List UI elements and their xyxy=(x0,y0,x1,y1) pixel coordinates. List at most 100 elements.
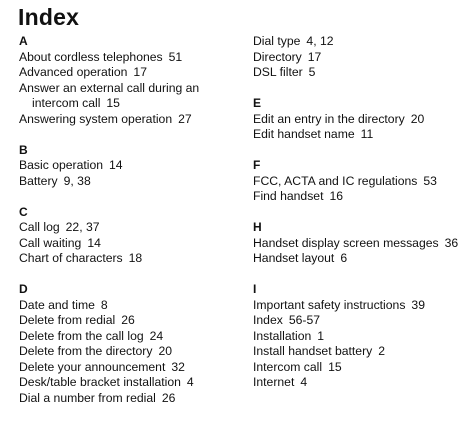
entry-pages: 17 xyxy=(307,49,322,64)
entry-pages: 24 xyxy=(149,328,164,343)
entry-term: Handset display screen messages xyxy=(253,235,439,250)
index-entry: Edit an entry in the directory 20 xyxy=(253,112,471,128)
index-section-b: B Basic operation 14 Battery 9, 38 xyxy=(19,143,241,190)
entry-term: Date and time xyxy=(19,297,95,312)
entry-pages: 5 xyxy=(308,65,316,79)
entry-term: FCC, ACTA and IC regulations xyxy=(253,173,418,188)
entry-term: Call log xyxy=(19,220,60,234)
index-entry: FCC, ACTA and IC regulations 53 xyxy=(253,174,471,190)
entry-term: Delete from redial xyxy=(19,313,116,327)
entry-pages: 6 xyxy=(340,251,348,265)
entry-term: Edit handset name xyxy=(253,127,355,141)
entry-pages: 20 xyxy=(158,344,173,358)
index-entry: DSL filter 5 xyxy=(253,65,471,81)
entry-pages: 17 xyxy=(133,65,147,79)
index-section-h: H Handset display screen messages 36 Hand… xyxy=(253,220,471,267)
entry-term: Delete your announcement xyxy=(19,359,166,374)
entry-pages: 26 xyxy=(161,390,176,405)
index-entry: Delete from redial 26 xyxy=(19,313,241,329)
entry-term: Intercom call xyxy=(253,359,323,374)
index-section-d-continued: Dial type 4, 12 Directory 17 DSL filter 5 xyxy=(253,34,471,81)
entry-pages: 8 xyxy=(100,297,108,312)
index-entry: Call log 22, 37 xyxy=(19,220,241,236)
index-entry: Delete from the directory 20 xyxy=(19,344,241,360)
index-entry: Call waiting 14 xyxy=(19,236,241,252)
entry-pages: 39 xyxy=(411,297,425,312)
entry-term: Answering system operation xyxy=(19,111,173,126)
entry-pages: 16 xyxy=(329,189,344,203)
index-entry: Delete your announcement 32 xyxy=(19,360,241,376)
index-section-e: E Edit an entry in the directory 20 Edit … xyxy=(253,96,471,143)
index-entry: Date and time 8 xyxy=(19,298,241,314)
entry-pages: 51 xyxy=(168,49,183,64)
entry-pages: 15 xyxy=(106,96,120,110)
index-entry: Important safety instructions 39 xyxy=(253,298,471,314)
entry-term: Call waiting xyxy=(19,235,82,250)
index-entry: Handset layout 6 xyxy=(253,251,471,267)
index-entry: Handset display screen messages 36 xyxy=(253,236,471,252)
entry-pages: 20 xyxy=(410,111,425,126)
entry-term: Advanced operation xyxy=(19,65,128,79)
entry-term: About cordless telephones xyxy=(19,49,163,64)
index-entry: Answering system operation 27 xyxy=(19,112,241,128)
entry-pages: 18 xyxy=(128,251,143,265)
index-section-c: C Call log 22, 37 Call waiting 14 Chart of… xyxy=(19,205,241,267)
section-letter: C xyxy=(19,204,28,219)
entry-term: Find handset xyxy=(253,189,324,203)
section-letter: E xyxy=(253,96,262,110)
entry-term: Desk/table bracket installation xyxy=(19,375,181,389)
entry-term: Dial a number from redial xyxy=(19,390,156,405)
index-entry: Battery 9, 38 xyxy=(19,174,241,190)
entry-pages: 26 xyxy=(121,313,135,327)
entry-pages: 56-57 xyxy=(288,313,320,327)
entry-term: Install handset battery xyxy=(253,344,373,358)
section-letter: A xyxy=(19,34,28,48)
entry-pages: 11 xyxy=(360,127,374,141)
index-entry: Delete from the call log 24 xyxy=(19,329,241,345)
entry-pages: 1 xyxy=(317,328,325,343)
entry-term: Answer an external call during an interc… xyxy=(19,80,200,111)
index-entry: About cordless telephones 51 xyxy=(19,50,241,66)
section-letter: I xyxy=(253,282,257,296)
entry-pages: 9, 38 xyxy=(63,173,91,188)
entry-pages: 32 xyxy=(171,359,185,374)
entry-term: Internet xyxy=(253,375,295,389)
index-entry: Basic operation 14 xyxy=(19,158,241,174)
index-entry: Intercom call 15 xyxy=(253,360,471,376)
index-entry: Dial a number from redial 26 xyxy=(19,391,241,407)
page-title: Index xyxy=(18,4,80,30)
entry-term: Dial type xyxy=(253,34,301,48)
index-entry: Internet 4 xyxy=(253,375,471,391)
index-section-i: I Important safety instructions 39 Index 5… xyxy=(253,282,471,391)
entry-pages: 4 xyxy=(186,375,194,389)
index-section-a: A About cordless telephones 51 Advanced o… xyxy=(19,34,241,127)
entry-term: Delete from the call log xyxy=(19,328,144,343)
index-entry: Advanced operation 17 xyxy=(19,65,241,81)
entry-term: Handset layout xyxy=(253,251,335,265)
entry-pages: 15 xyxy=(328,359,342,374)
index-entry: Desk/table bracket installation 4 xyxy=(19,375,241,391)
entry-term: Index xyxy=(253,313,283,327)
section-letter: F xyxy=(253,158,261,172)
index-entry: Directory 17 xyxy=(253,50,471,66)
index-column-right: Dial type 4, 12 Directory 17 DSL filter 5 E… xyxy=(253,34,471,406)
entry-pages: 14 xyxy=(87,235,101,250)
index-entry: Chart of characters 18 xyxy=(19,251,241,267)
entry-term: Delete from the directory xyxy=(19,344,153,358)
section-letter: H xyxy=(253,220,262,234)
index-section-f: F FCC, ACTA and IC regulations 53 Find ha… xyxy=(253,158,471,205)
entry-pages: 14 xyxy=(109,158,123,172)
section-letter: D xyxy=(19,282,28,296)
entry-pages: 2 xyxy=(378,344,386,358)
entry-term: Important safety instructions xyxy=(253,297,406,312)
index-column-left: A About cordless telephones 51 Advanced o… xyxy=(19,34,241,422)
index-entry: Install handset battery 2 xyxy=(253,344,471,360)
index-section-d: D Date and time 8 Delete from redial 26 De… xyxy=(19,282,241,406)
entry-pages: 36 xyxy=(444,235,459,250)
entry-pages: 53 xyxy=(423,173,437,188)
entry-pages: 4 xyxy=(300,375,308,389)
entry-pages: 22, 37 xyxy=(65,220,100,234)
index-entry: Installation 1 xyxy=(253,329,471,345)
entry-pages: 4, 12 xyxy=(306,34,334,48)
section-letter: B xyxy=(19,142,28,157)
